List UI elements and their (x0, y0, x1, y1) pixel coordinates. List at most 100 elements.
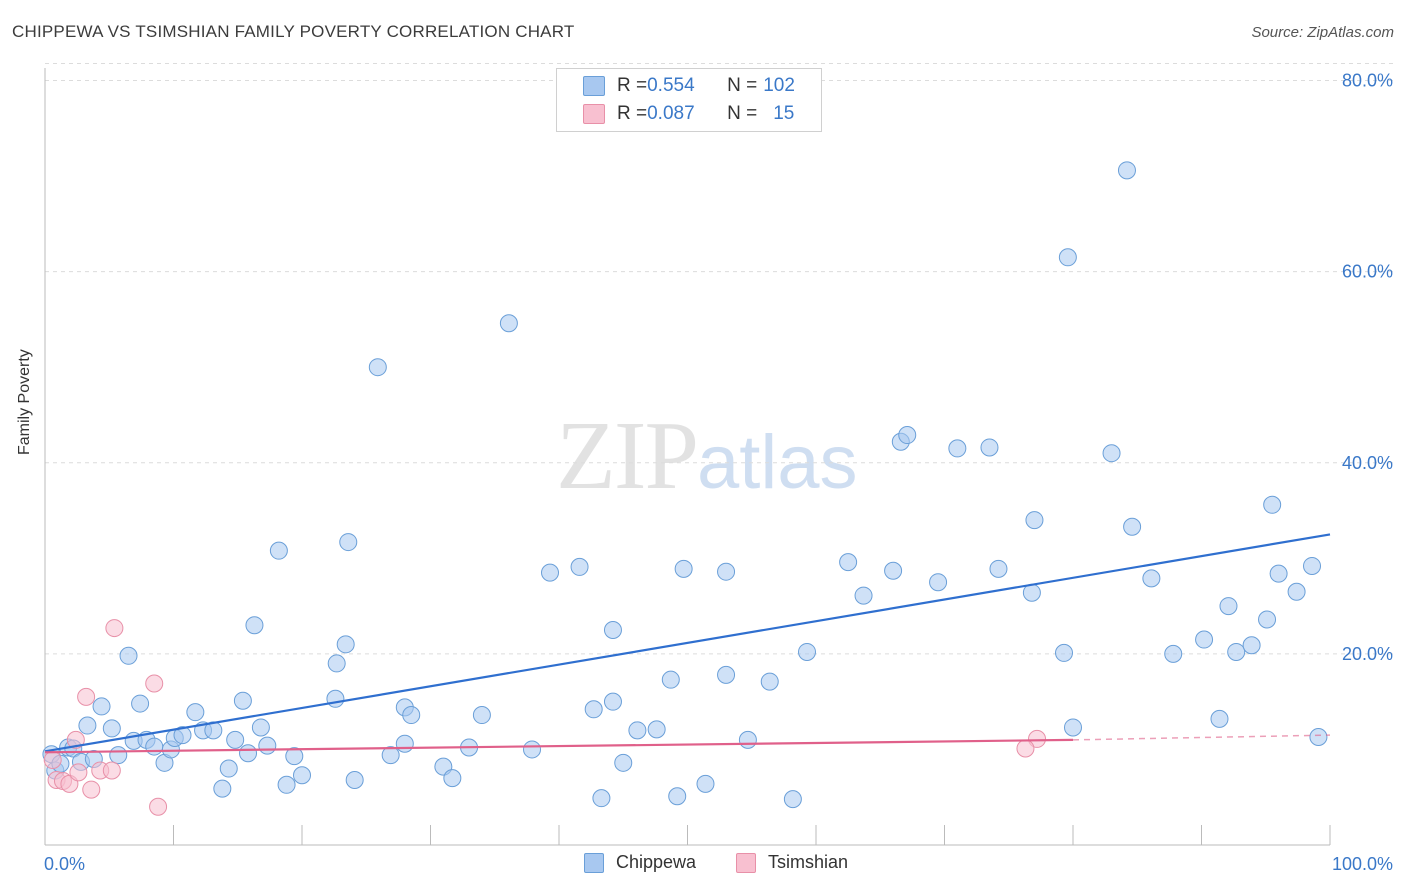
chippewa-point (760, 672, 779, 691)
chippewa-point (277, 775, 296, 794)
tsimshian-point (82, 780, 101, 799)
chippewa-point (258, 736, 277, 755)
tsimshian-trend-extension (1072, 734, 1331, 741)
chart-source: Source: ZipAtlas.com (1251, 24, 1394, 41)
x-tick-label: 0.0% (44, 854, 85, 874)
legend-r-value: 0.087 (647, 103, 695, 124)
chippewa-point (472, 706, 491, 725)
chippewa-point (109, 746, 128, 765)
tsimshian-point (1016, 739, 1035, 758)
tsimshian-point (69, 763, 88, 782)
legend-n-label: N = (727, 75, 758, 96)
chippewa-point (898, 426, 917, 445)
tsimshian-trend-line (44, 738, 1074, 754)
chippewa-point (499, 314, 518, 333)
x-tick-label: 100.0% (1332, 854, 1393, 874)
tsimshian-point (105, 619, 124, 638)
chippewa-point (570, 557, 589, 576)
chippewa-point (798, 642, 817, 661)
watermark-zip: ZIP (556, 402, 699, 510)
chippewa-point (233, 691, 252, 710)
bottom-legend-swatch-tsimshian (736, 852, 756, 873)
chippewa-point (1064, 718, 1082, 737)
chippewa-point (603, 692, 622, 711)
chippewa-point (1258, 610, 1277, 629)
bottom-legend-tsimshian: Tsimshian (736, 852, 848, 873)
chippewa-trend-line (44, 533, 1331, 753)
chippewa-point (1242, 636, 1261, 655)
chippewa-point (251, 718, 270, 737)
legend-r-label: R = (617, 103, 648, 124)
chippewa-point (381, 746, 400, 765)
legend-n-value: 102 (763, 75, 795, 96)
y-tick-label: 80.0% (1342, 71, 1393, 91)
chippewa-point (1287, 582, 1306, 601)
chippewa-point (929, 573, 948, 592)
y-tick-label: 60.0% (1342, 262, 1393, 282)
y-tick-label: 40.0% (1342, 453, 1393, 473)
chippewa-point (1055, 643, 1074, 662)
tsimshian-point (145, 674, 164, 693)
chippewa-point (339, 533, 358, 552)
chippewa-point (245, 616, 264, 635)
bottom-legend-label: Chippewa (616, 852, 697, 872)
chippewa-point (326, 689, 345, 708)
chippewa-point (1309, 728, 1328, 747)
chippewa-point (368, 358, 387, 377)
chippewa-point (854, 586, 873, 605)
legend-swatch-tsimshian (583, 104, 605, 124)
chippewa-point (1058, 248, 1077, 267)
chippewa-point (186, 703, 205, 722)
chippewa-point (1123, 517, 1142, 536)
chippewa-point (395, 734, 414, 753)
chippewa-point (1303, 556, 1322, 575)
chippewa-point (1164, 644, 1183, 663)
chippewa-point (131, 694, 150, 713)
chippewa-point (738, 730, 757, 749)
chippewa-point (327, 654, 346, 673)
chippewa-point (717, 562, 736, 581)
chippewa-point (1025, 511, 1044, 530)
legend-n-value: 15 (773, 103, 795, 124)
chippewa-point (226, 730, 245, 749)
chart-title: CHIPPEWA VS TSIMSHIAN FAMILY POVERTY COR… (12, 22, 575, 41)
chippewa-point (213, 779, 232, 798)
chippewa-point (102, 719, 121, 738)
legend-row-tsimshian: R = 0.087 N = 15 (583, 102, 794, 126)
legend-r-value: 0.554 (647, 75, 695, 96)
chippewa-point (1227, 642, 1246, 661)
chippewa-point (980, 438, 999, 457)
chippewa-point (173, 726, 192, 745)
chippewa-point (78, 716, 97, 735)
chippewa-point (592, 789, 611, 808)
chippewa-point (647, 720, 666, 739)
chippewa-point (1102, 444, 1121, 463)
chippewa-point (345, 771, 364, 790)
chippewa-point (603, 620, 622, 639)
chippewa-point (285, 747, 304, 766)
chippewa-point (783, 790, 802, 809)
chippewa-point (839, 553, 858, 572)
tsimshian-point (102, 761, 121, 780)
y-axis-label: Family Poverty (16, 349, 33, 455)
legend-swatch-chippewa (583, 76, 605, 96)
chippewa-point (239, 744, 258, 763)
chippewa-point (219, 759, 238, 778)
chippewa-point (1219, 597, 1238, 616)
chippewa-point (884, 561, 903, 580)
chippewa-point (661, 670, 680, 689)
chippewa-point (269, 541, 288, 560)
chippewa-point (119, 646, 138, 665)
bottom-legend-chippewa: Chippewa (584, 852, 696, 873)
chippewa-point (674, 559, 693, 578)
chippewa-point (696, 774, 715, 793)
chippewa-point (1210, 709, 1229, 728)
legend-r-label: R = (617, 75, 648, 96)
y-tick-label: 20.0% (1342, 644, 1393, 664)
chippewa-point (614, 753, 633, 772)
chippewa-point (443, 769, 462, 788)
chippewa-point (1117, 161, 1136, 180)
chippewa-point (293, 766, 311, 785)
legend-n-label: N = (727, 103, 758, 124)
